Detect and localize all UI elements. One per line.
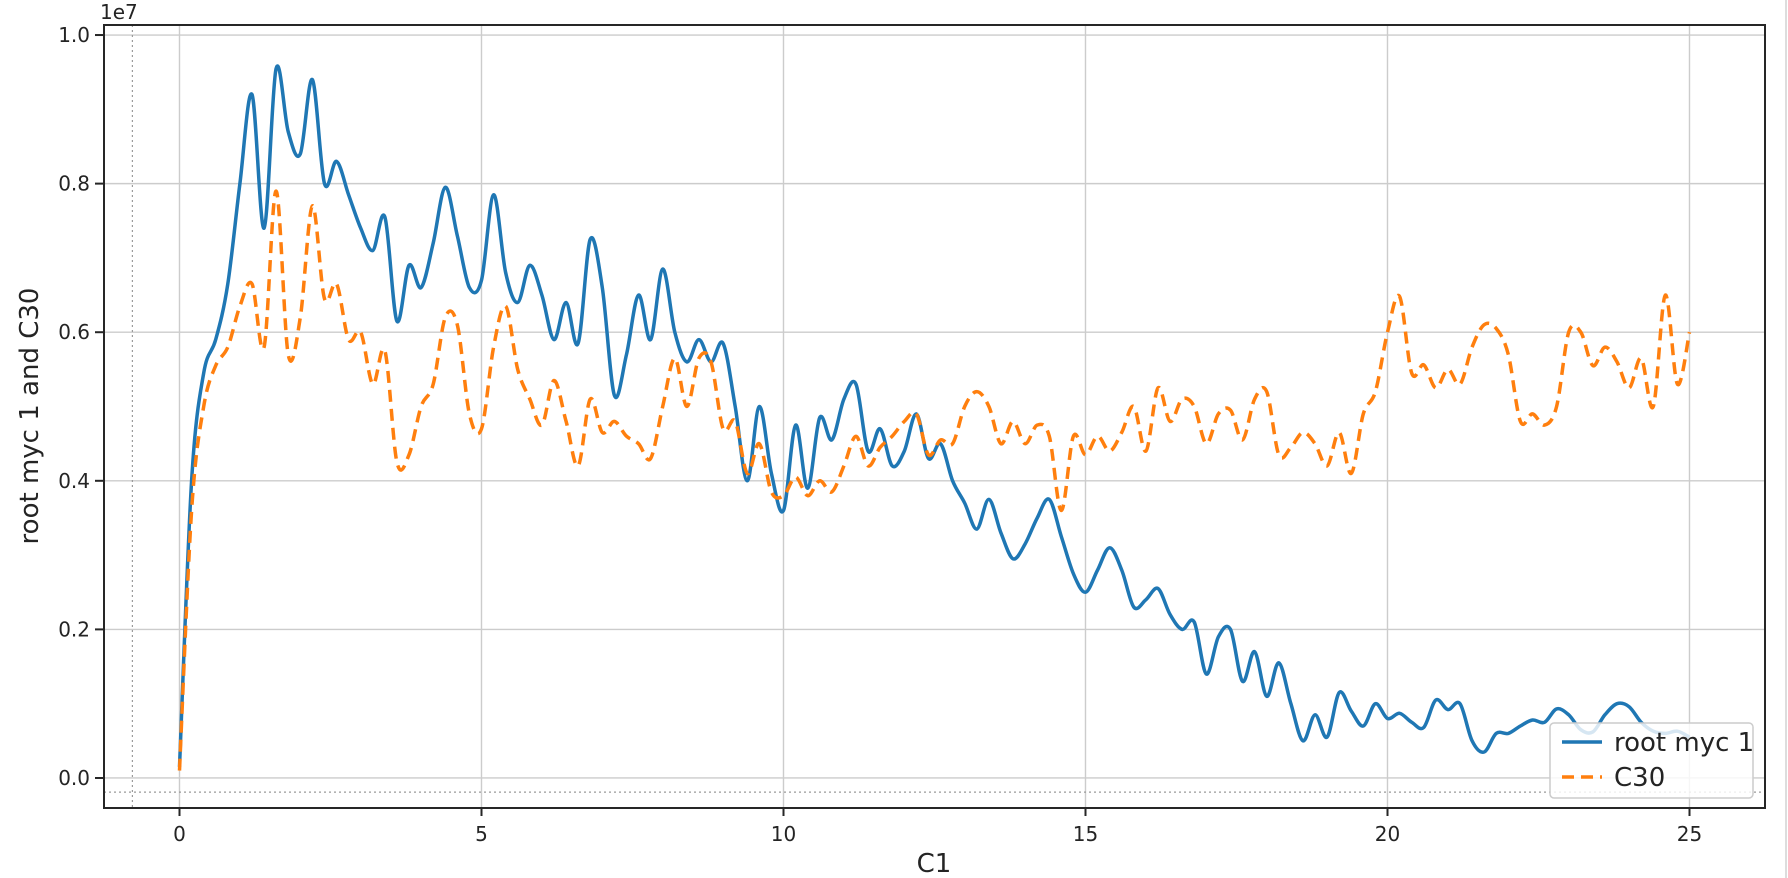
x-tick-label-5: 25 [1677,822,1702,846]
x-tick-label-1: 5 [475,822,488,846]
y-axis-offset-text: 1e7 [100,0,138,24]
y-tick-label-5: 1.0 [58,23,90,47]
x-tick-label-2: 10 [771,822,796,846]
plot-spines [103,24,1766,809]
x-tick-label-0: 0 [173,822,186,846]
legend: root myc 1 C30 [1549,722,1754,799]
y-axis-label: root myc 1 and C30 [15,288,45,545]
grid [104,25,1765,808]
legend-label-root-myc-1: root myc 1 [1614,728,1754,758]
series-line-c30 [177,189,1692,771]
y-tick-label-1: 0.2 [58,617,90,641]
y-tick-label-2: 0.4 [58,469,90,493]
y-tick-label-4: 0.8 [58,172,90,196]
series-line-root-myc-1 [177,64,1691,767]
crosshair [104,25,1765,808]
y-tick-label-0: 0.0 [58,766,90,790]
x-tick-label-4: 20 [1375,822,1400,846]
x-tick-label-3: 15 [1073,822,1098,846]
x-axis-label: C1 [917,849,952,878]
ticks: 0 5 10 15 20 25 0.0 0.2 0.4 0.6 0.8 1.0 [58,23,1702,846]
series-lines [177,64,1692,771]
y-tick-label-3: 0.6 [58,320,90,344]
legend-label-c30: C30 [1614,763,1665,793]
